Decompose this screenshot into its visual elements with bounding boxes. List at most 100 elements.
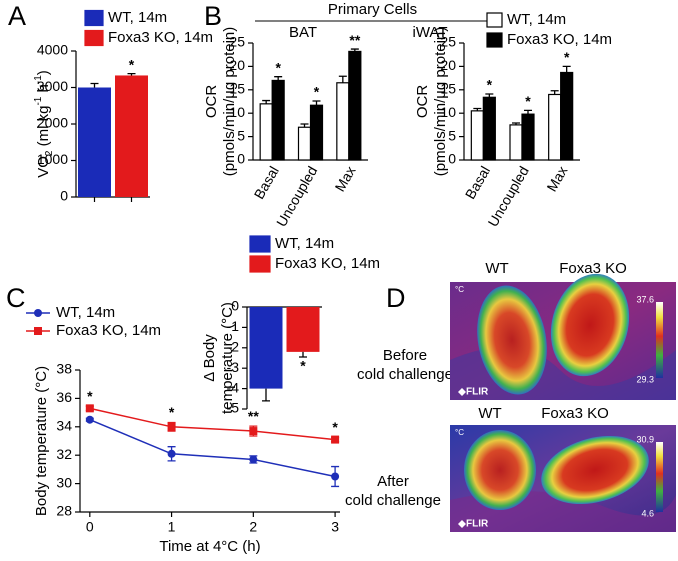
y-axis-label-part: -1 — [33, 75, 44, 84]
legend-marker — [34, 309, 42, 317]
y-tick-label: 5 — [237, 127, 245, 143]
significance: ** — [349, 32, 360, 48]
x-tick-label: 2 — [249, 519, 257, 535]
panel-label: C — [6, 283, 26, 313]
y-tick-label: 15 — [229, 81, 245, 97]
bar — [336, 82, 350, 161]
legend-label: Foxa3 KO, 14m — [56, 322, 161, 339]
mouse-ko — [541, 435, 649, 505]
x-tick-label: Basal — [251, 163, 282, 201]
y-tick-label: 36 — [56, 389, 72, 405]
y-tick-label: -4 — [227, 379, 240, 395]
y-tick-label: -2 — [227, 339, 240, 355]
bar — [560, 71, 574, 161]
error-bar — [90, 82, 99, 88]
y-tick-label: 25 — [229, 34, 245, 50]
significance: * — [314, 84, 320, 100]
significance: * — [487, 77, 493, 93]
group-title: Primary Cells — [328, 1, 417, 18]
error-bar — [300, 123, 309, 128]
bar — [309, 104, 324, 161]
y-tick-label: 32 — [56, 446, 72, 462]
condition-label: Before — [383, 347, 427, 364]
legend-marker — [34, 327, 42, 335]
mouse-wt — [464, 430, 536, 510]
y-tick-label: 0 — [60, 188, 68, 204]
y-tick-label: 3000 — [37, 78, 68, 94]
y-axis-label: Δ Body — [201, 334, 218, 382]
point — [85, 415, 94, 424]
x-tick-label: Max — [543, 163, 570, 194]
significance: * — [275, 59, 281, 75]
image-label: Foxa3 KO — [559, 260, 627, 277]
x-tick-label: Max — [332, 163, 359, 194]
y-tick-label: 34 — [56, 418, 72, 434]
condition-label: cold challenge — [345, 492, 441, 509]
y-tick-label: 1000 — [37, 151, 68, 167]
legend-swatch — [249, 235, 271, 253]
legend-label: WT, 14m — [275, 235, 334, 252]
y-tick-label: 25 — [440, 34, 456, 50]
point — [249, 455, 258, 464]
legend-swatch — [486, 32, 503, 48]
bar — [286, 307, 320, 352]
y-tick-label: 10 — [229, 104, 245, 120]
condition-label: cold challenge — [357, 366, 453, 383]
bar — [548, 93, 562, 161]
y-tick-label: -1 — [227, 318, 240, 334]
x-axis-label: Time at 4°C (h) — [159, 538, 260, 555]
bar — [297, 126, 312, 161]
error-bar — [338, 75, 347, 83]
y-axis-label-part: -1 — [33, 96, 44, 105]
panel-label: D — [386, 283, 406, 313]
y-tick-label: 30 — [56, 474, 72, 490]
brand: FLIR — [466, 519, 489, 530]
legend-swatch — [84, 29, 104, 47]
y-tick-label: 0 — [448, 151, 456, 167]
legend-swatch — [84, 9, 104, 27]
error-bar — [550, 90, 559, 95]
error-bar — [299, 351, 307, 358]
x-tick-label: 0 — [86, 519, 94, 535]
thermal-image: 37.6 29.3 °C FLIR — [450, 273, 676, 400]
error-bar — [262, 388, 270, 402]
point — [167, 422, 176, 431]
y-tick-label: 2000 — [37, 115, 68, 131]
y-tick-label: 20 — [229, 57, 245, 73]
bar — [509, 124, 523, 161]
scale-min: 29.3 — [636, 374, 654, 384]
bar — [78, 87, 111, 197]
significance: * — [300, 358, 306, 374]
legend-swatch — [249, 255, 271, 273]
y-axis-label-part: VO — [35, 156, 52, 178]
error-bar — [312, 100, 321, 106]
y-tick-label: 0 — [237, 151, 245, 167]
y-axis-label: VO2 (ml kg-1 h-1) — [33, 70, 55, 178]
error-bar — [274, 76, 283, 81]
bar — [482, 96, 496, 161]
point — [331, 435, 340, 444]
error-bar — [473, 107, 482, 111]
y-tick-label: 0 — [231, 298, 239, 314]
y-tick-label: 20 — [440, 57, 456, 73]
color-scale — [656, 302, 663, 378]
legend-label: WT, 14m — [108, 9, 167, 26]
bar — [470, 110, 484, 161]
significance: * — [564, 49, 570, 65]
scale-min: 4.6 — [641, 508, 654, 518]
legend-swatch — [486, 12, 503, 28]
chart-title: iWAT — [413, 24, 448, 41]
y-axis-label-part: 2 — [44, 150, 55, 156]
bar — [259, 103, 273, 161]
thermal-image: 30.9 4.6 °C FLIR — [450, 425, 676, 532]
error-bar — [524, 109, 532, 115]
y-axis-label: Body temperature (°C) — [33, 366, 50, 516]
bar — [249, 307, 283, 389]
mouse-wt — [477, 285, 547, 395]
x-tick-label: 3 — [331, 519, 339, 535]
y-tick-label: 10 — [440, 104, 456, 120]
legend-label: Foxa3 KO, 14m — [108, 29, 213, 46]
y-axis-label: (pmols/min/µg protein) — [221, 27, 238, 177]
